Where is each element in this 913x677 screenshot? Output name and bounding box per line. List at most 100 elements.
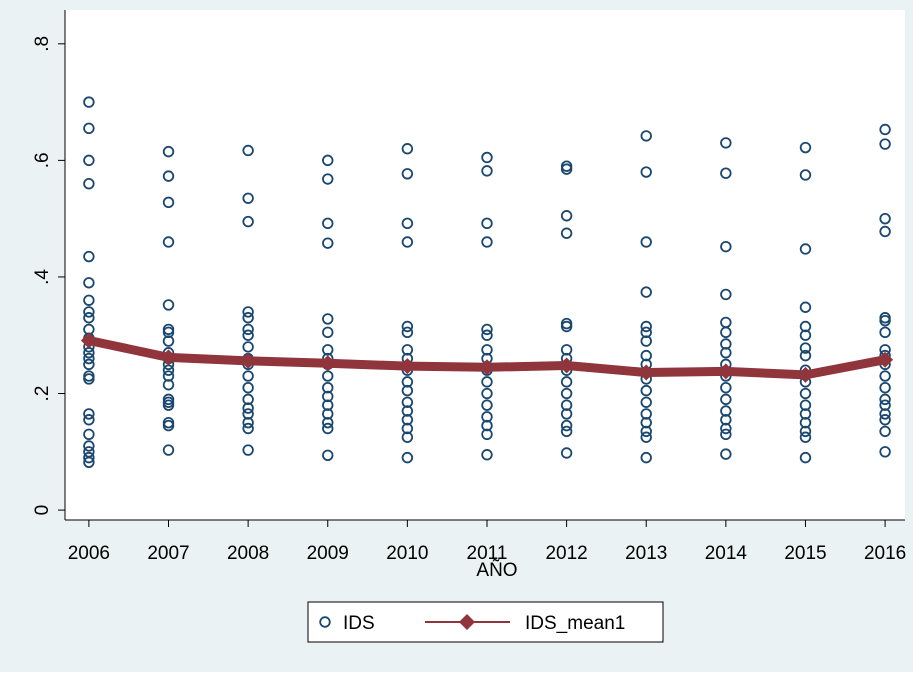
data-point [799,431,812,443]
data-point [401,236,414,248]
data-point [481,165,493,177]
data-point [322,237,334,249]
data-point [879,414,891,426]
y-tick-label: 0 [32,505,53,516]
data-point [720,326,732,339]
data-point [83,408,95,420]
data-point [640,236,652,248]
data-point [560,387,573,400]
x-tick-label: 2008 [227,543,269,564]
data-point [720,428,732,441]
data-point [560,163,573,175]
data-point [799,329,812,341]
data-point [242,144,254,157]
mean-marker [717,363,734,380]
data-point [640,320,652,333]
x-tick-label: 2015 [784,543,826,564]
data-point [720,137,732,149]
data-point [162,419,175,432]
data-point [242,312,254,324]
data-point [83,122,95,135]
data-point [720,393,732,406]
data-point [560,425,573,438]
data-point [83,96,95,108]
data-point [242,323,254,336]
data-point [322,422,334,435]
data-point [83,456,95,468]
data-point [162,236,175,248]
x-tick-label: 2016 [864,543,906,564]
legend-marker [459,614,475,630]
data-point [481,387,493,400]
data-point [640,451,652,464]
data-point [879,314,891,327]
data-point [799,349,812,362]
data-point [401,384,414,397]
mean-marker [638,364,655,381]
data-point [799,301,812,313]
data-point [322,313,334,325]
mean-marker [399,358,416,375]
data-point [83,177,95,190]
data-point [242,422,254,435]
data-point [401,143,414,155]
data-point [720,381,732,394]
data-point [799,387,812,400]
data-point [799,169,812,181]
data-point [560,210,573,222]
data-point [401,431,414,443]
data-point [640,425,652,438]
data-point [799,243,812,255]
x-axis-title: AÑO [476,559,517,581]
data-point [83,428,95,441]
x-tick-label: 2010 [386,543,428,564]
data-point [242,341,254,353]
data-point [640,431,652,443]
mean-marker [797,366,814,383]
data-point [481,329,493,341]
data-point [560,320,573,333]
data-point [720,422,732,435]
data-point [640,335,652,347]
data-point [560,408,573,420]
data-point [481,323,493,336]
data-point [720,347,732,359]
data-point [879,212,891,225]
data-point [879,123,891,136]
mean-marker [877,351,894,368]
data-point [640,286,652,298]
data-point [322,173,334,185]
data-point [799,425,812,438]
data-point [560,419,573,432]
data-point [879,446,891,458]
data-point [242,215,254,228]
data-point [83,414,95,426]
x-tick-label: 2011 [467,543,508,564]
y-tick-label: .2 [32,386,53,402]
data-point [799,342,812,354]
data-point [322,449,334,462]
data-point [83,250,95,263]
y-tick-label: .4 [32,269,53,285]
x-tick-label: 2009 [307,543,349,564]
data-point [879,408,891,420]
data-point [481,428,493,441]
x-tick-label: 2012 [545,543,587,564]
data-point [879,393,891,406]
data-point [799,141,812,154]
mean-marker [240,352,257,369]
data-point [720,288,732,301]
mean-marker [478,359,495,376]
data-point [879,326,891,339]
data-point [481,449,493,461]
mean-marker [80,332,97,349]
data-point [83,373,95,385]
data-point [720,240,732,253]
data-point [242,416,254,429]
data-point [481,376,493,388]
data-point [162,364,175,376]
data-point [83,277,95,289]
y-tick-label: .6 [32,152,53,168]
data-point [242,381,254,394]
